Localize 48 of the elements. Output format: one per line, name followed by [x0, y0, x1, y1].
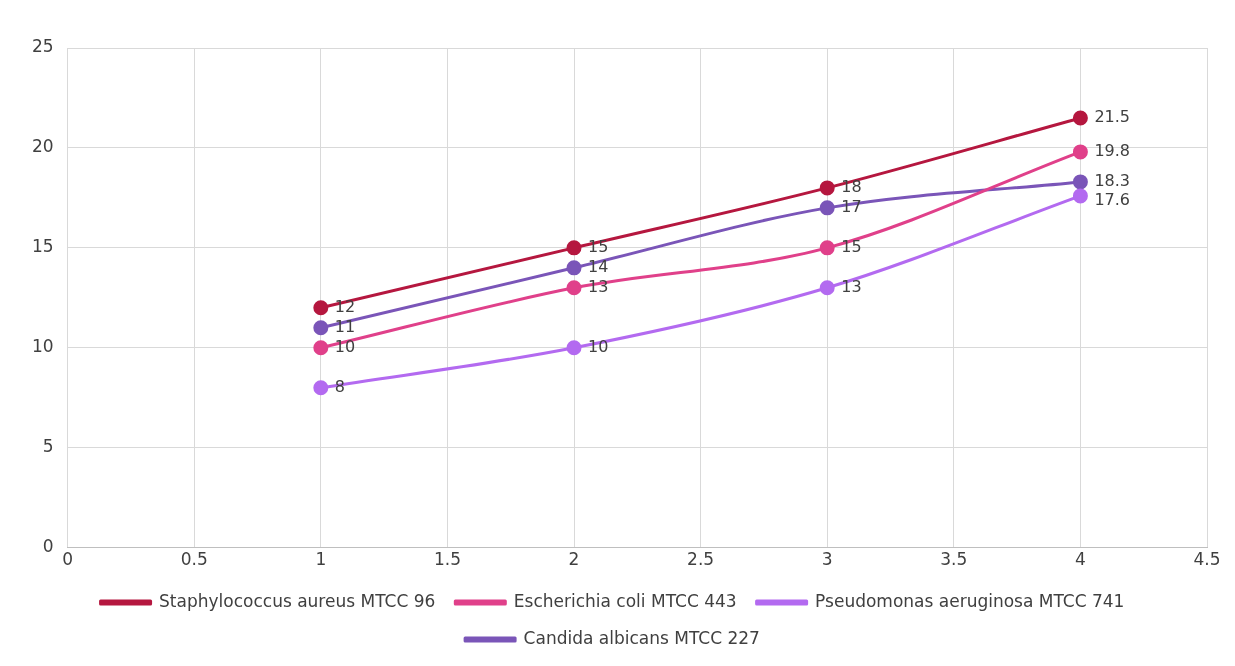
x-tick-label: 2.5 — [687, 549, 715, 570]
point — [1072, 110, 1088, 126]
y-tick-label: 15 — [31, 236, 54, 257]
x-tick-label: 0 — [62, 549, 74, 570]
data-label: 10 — [334, 336, 356, 356]
point — [566, 280, 582, 296]
point — [566, 340, 582, 356]
data-label: 21.5 — [1094, 107, 1131, 127]
point — [819, 180, 835, 196]
y-tick-label: 25 — [31, 36, 54, 57]
point — [819, 280, 835, 296]
x-tick-label: 3 — [821, 549, 833, 570]
legend-label: Escherichia coli MTCC 443 — [513, 590, 737, 611]
data-label: 18 — [841, 177, 862, 197]
data-label: 13 — [841, 276, 862, 296]
x-tick-label: 3.5 — [940, 549, 968, 570]
data-label: 12 — [334, 296, 356, 316]
y-tick-label: 20 — [31, 136, 54, 157]
point — [313, 380, 329, 396]
y-tick-label: 0 — [42, 536, 54, 557]
data-label: 18.3 — [1094, 171, 1131, 191]
x-tick-label: 1.5 — [433, 549, 461, 570]
point — [313, 340, 329, 356]
point — [1072, 144, 1088, 160]
legend-label: Pseudomonas aeruginosa MTCC 741 — [815, 590, 1125, 611]
data-label: 14 — [588, 256, 609, 276]
point — [819, 200, 835, 216]
point — [566, 240, 582, 256]
legend-label: Staphylococcus aureus MTCC 96 — [159, 590, 436, 611]
point — [1072, 188, 1088, 204]
legend-label: Candida albicans MTCC 227 — [523, 627, 760, 648]
point — [819, 240, 835, 256]
data-label: 15 — [588, 237, 609, 256]
x-tick-label: 0.5 — [180, 549, 208, 570]
point — [1072, 174, 1088, 190]
data-label: 15 — [841, 237, 862, 256]
x-tick-label: 1 — [315, 549, 327, 570]
data-label: 19.8 — [1094, 141, 1131, 161]
x-tick-label: 4.5 — [1193, 549, 1221, 570]
data-label: 17.6 — [1094, 190, 1131, 210]
x-tick-label: 2 — [568, 549, 580, 570]
y-tick-label: 10 — [31, 336, 54, 357]
y-tick-label: 5 — [42, 436, 54, 457]
point — [313, 300, 329, 316]
x-tick-label: 4 — [1074, 549, 1086, 570]
data-label: 11 — [334, 316, 356, 336]
point — [566, 260, 582, 276]
point — [313, 320, 329, 336]
